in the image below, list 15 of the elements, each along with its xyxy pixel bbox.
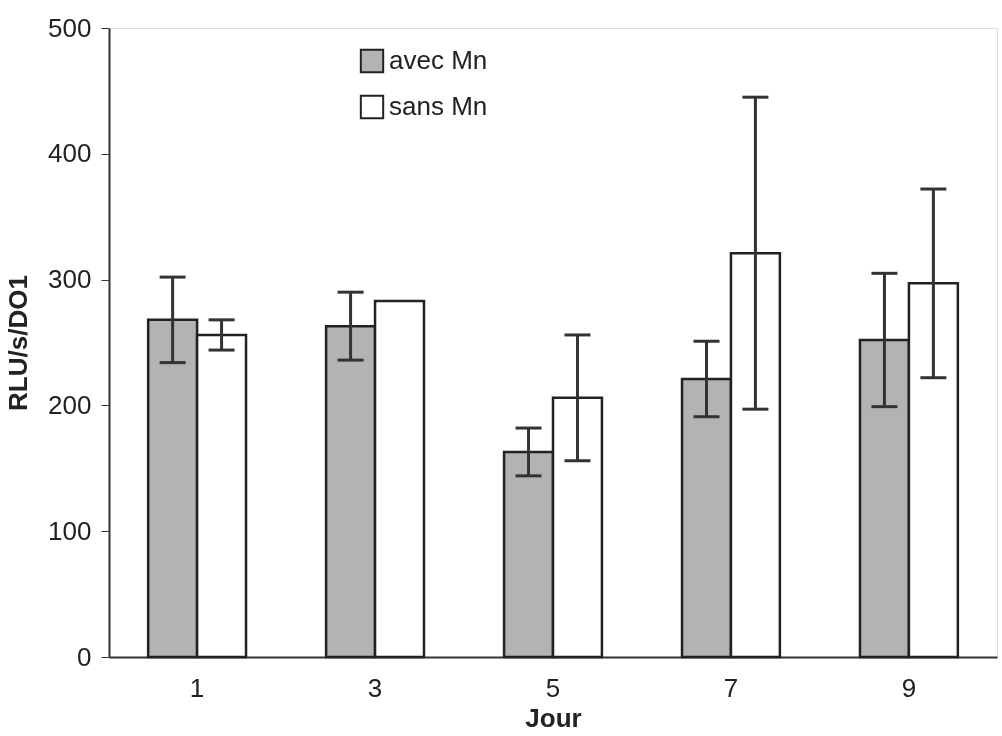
y-tick-label: 400 — [48, 138, 92, 169]
x-tick-label: 1 — [189, 672, 205, 703]
x-tick-label: 9 — [901, 672, 917, 703]
y-tick-label: 200 — [48, 389, 92, 420]
x-axis-title: Jour — [525, 702, 582, 733]
y-tick-label: 500 — [48, 12, 92, 43]
y-tick-label: 0 — [77, 641, 92, 672]
x-tick-label: 7 — [723, 672, 739, 703]
y-tick-label: 100 — [48, 515, 92, 546]
x-tick-label: 5 — [545, 672, 561, 703]
y-tick-label: 300 — [48, 264, 92, 295]
x-tick-label: 3 — [367, 672, 383, 703]
legend-label: sans Mn — [389, 91, 488, 121]
y-axis-title: RLU/s/DO1 — [3, 275, 34, 411]
legend-label: avec Mn — [389, 45, 488, 75]
